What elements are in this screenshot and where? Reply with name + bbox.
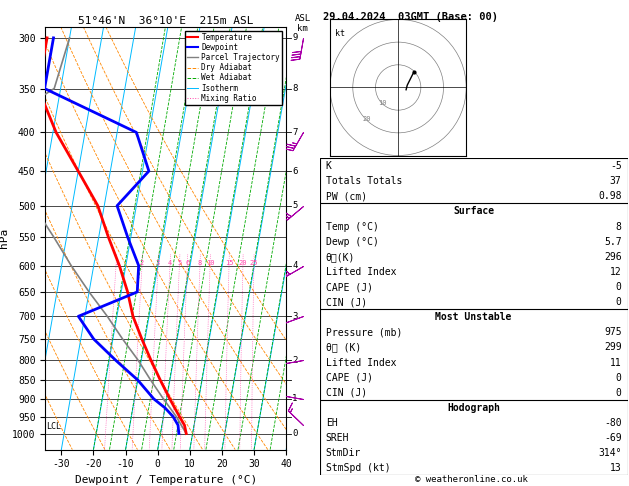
Text: 2: 2: [292, 356, 298, 364]
Text: PW (cm): PW (cm): [326, 191, 367, 201]
Text: CAPE (J): CAPE (J): [326, 373, 373, 382]
Text: 9: 9: [292, 34, 298, 42]
Text: Totals Totals: Totals Totals: [326, 176, 402, 186]
Text: 296: 296: [604, 252, 621, 262]
Text: 4: 4: [168, 260, 172, 266]
Text: LCL: LCL: [47, 422, 61, 432]
Text: Pressure (mb): Pressure (mb): [326, 328, 402, 337]
Text: 11: 11: [610, 358, 621, 367]
Text: 0.98: 0.98: [598, 191, 621, 201]
Text: 3: 3: [156, 260, 160, 266]
Text: -69: -69: [604, 433, 621, 443]
Text: 8: 8: [292, 84, 298, 93]
Text: Hodograph: Hodograph: [447, 403, 500, 413]
Text: SREH: SREH: [326, 433, 349, 443]
Text: 20: 20: [238, 260, 247, 266]
Text: 10: 10: [206, 260, 214, 266]
Text: 3: 3: [292, 312, 298, 321]
Text: 10: 10: [378, 100, 387, 106]
Text: Lifted Index: Lifted Index: [326, 358, 396, 367]
Text: 25: 25: [250, 260, 258, 266]
X-axis label: Dewpoint / Temperature (°C): Dewpoint / Temperature (°C): [75, 475, 257, 485]
Text: 5: 5: [292, 201, 298, 210]
Text: 0: 0: [292, 429, 298, 438]
Legend: Temperature, Dewpoint, Parcel Trajectory, Dry Adiabat, Wet Adiabat, Isotherm, Mi: Temperature, Dewpoint, Parcel Trajectory…: [185, 31, 282, 105]
Text: 6: 6: [292, 167, 298, 175]
Text: 7: 7: [292, 128, 298, 137]
Text: StmSpd (kt): StmSpd (kt): [326, 463, 391, 473]
Text: 314°: 314°: [598, 448, 621, 458]
Text: CIN (J): CIN (J): [326, 297, 367, 307]
Text: EH: EH: [326, 418, 337, 428]
Text: Surface: Surface: [453, 207, 494, 216]
Text: kt: kt: [335, 29, 345, 37]
Text: -80: -80: [604, 418, 621, 428]
Text: 4: 4: [292, 261, 298, 270]
Text: 37: 37: [610, 176, 621, 186]
Text: 13: 13: [610, 463, 621, 473]
Text: 2: 2: [140, 260, 144, 266]
Text: 0: 0: [616, 297, 621, 307]
Text: 15: 15: [225, 260, 233, 266]
Text: Most Unstable: Most Unstable: [435, 312, 512, 322]
Text: CIN (J): CIN (J): [326, 388, 367, 398]
Text: 8: 8: [198, 260, 202, 266]
Text: -5: -5: [610, 161, 621, 171]
Text: StmDir: StmDir: [326, 448, 361, 458]
Text: 0: 0: [616, 373, 621, 382]
Text: 1: 1: [114, 260, 118, 266]
Text: 20: 20: [362, 116, 370, 122]
Text: 5: 5: [177, 260, 182, 266]
Text: 1: 1: [292, 395, 298, 403]
Text: 8: 8: [616, 222, 621, 231]
Text: 0: 0: [616, 282, 621, 292]
Text: 975: 975: [604, 328, 621, 337]
Text: 12: 12: [610, 267, 621, 277]
Y-axis label: hPa: hPa: [0, 228, 9, 248]
Text: K: K: [326, 161, 331, 171]
Text: © weatheronline.co.uk: © weatheronline.co.uk: [415, 474, 528, 484]
Text: 5.7: 5.7: [604, 237, 621, 247]
Text: 6: 6: [185, 260, 189, 266]
Text: 29.04.2024  03GMT (Base: 00): 29.04.2024 03GMT (Base: 00): [323, 12, 498, 22]
Text: ASL: ASL: [295, 14, 311, 22]
Text: θᴇ(K): θᴇ(K): [326, 252, 355, 262]
Text: θᴇ (K): θᴇ (K): [326, 343, 361, 352]
Title: 51°46'N  36°10'E  215m ASL: 51°46'N 36°10'E 215m ASL: [78, 16, 253, 26]
Text: 0: 0: [616, 388, 621, 398]
Text: Dewp (°C): Dewp (°C): [326, 237, 379, 247]
Text: km: km: [298, 24, 308, 34]
Text: 299: 299: [604, 343, 621, 352]
Text: Temp (°C): Temp (°C): [326, 222, 379, 231]
Text: CAPE (J): CAPE (J): [326, 282, 373, 292]
Text: Lifted Index: Lifted Index: [326, 267, 396, 277]
